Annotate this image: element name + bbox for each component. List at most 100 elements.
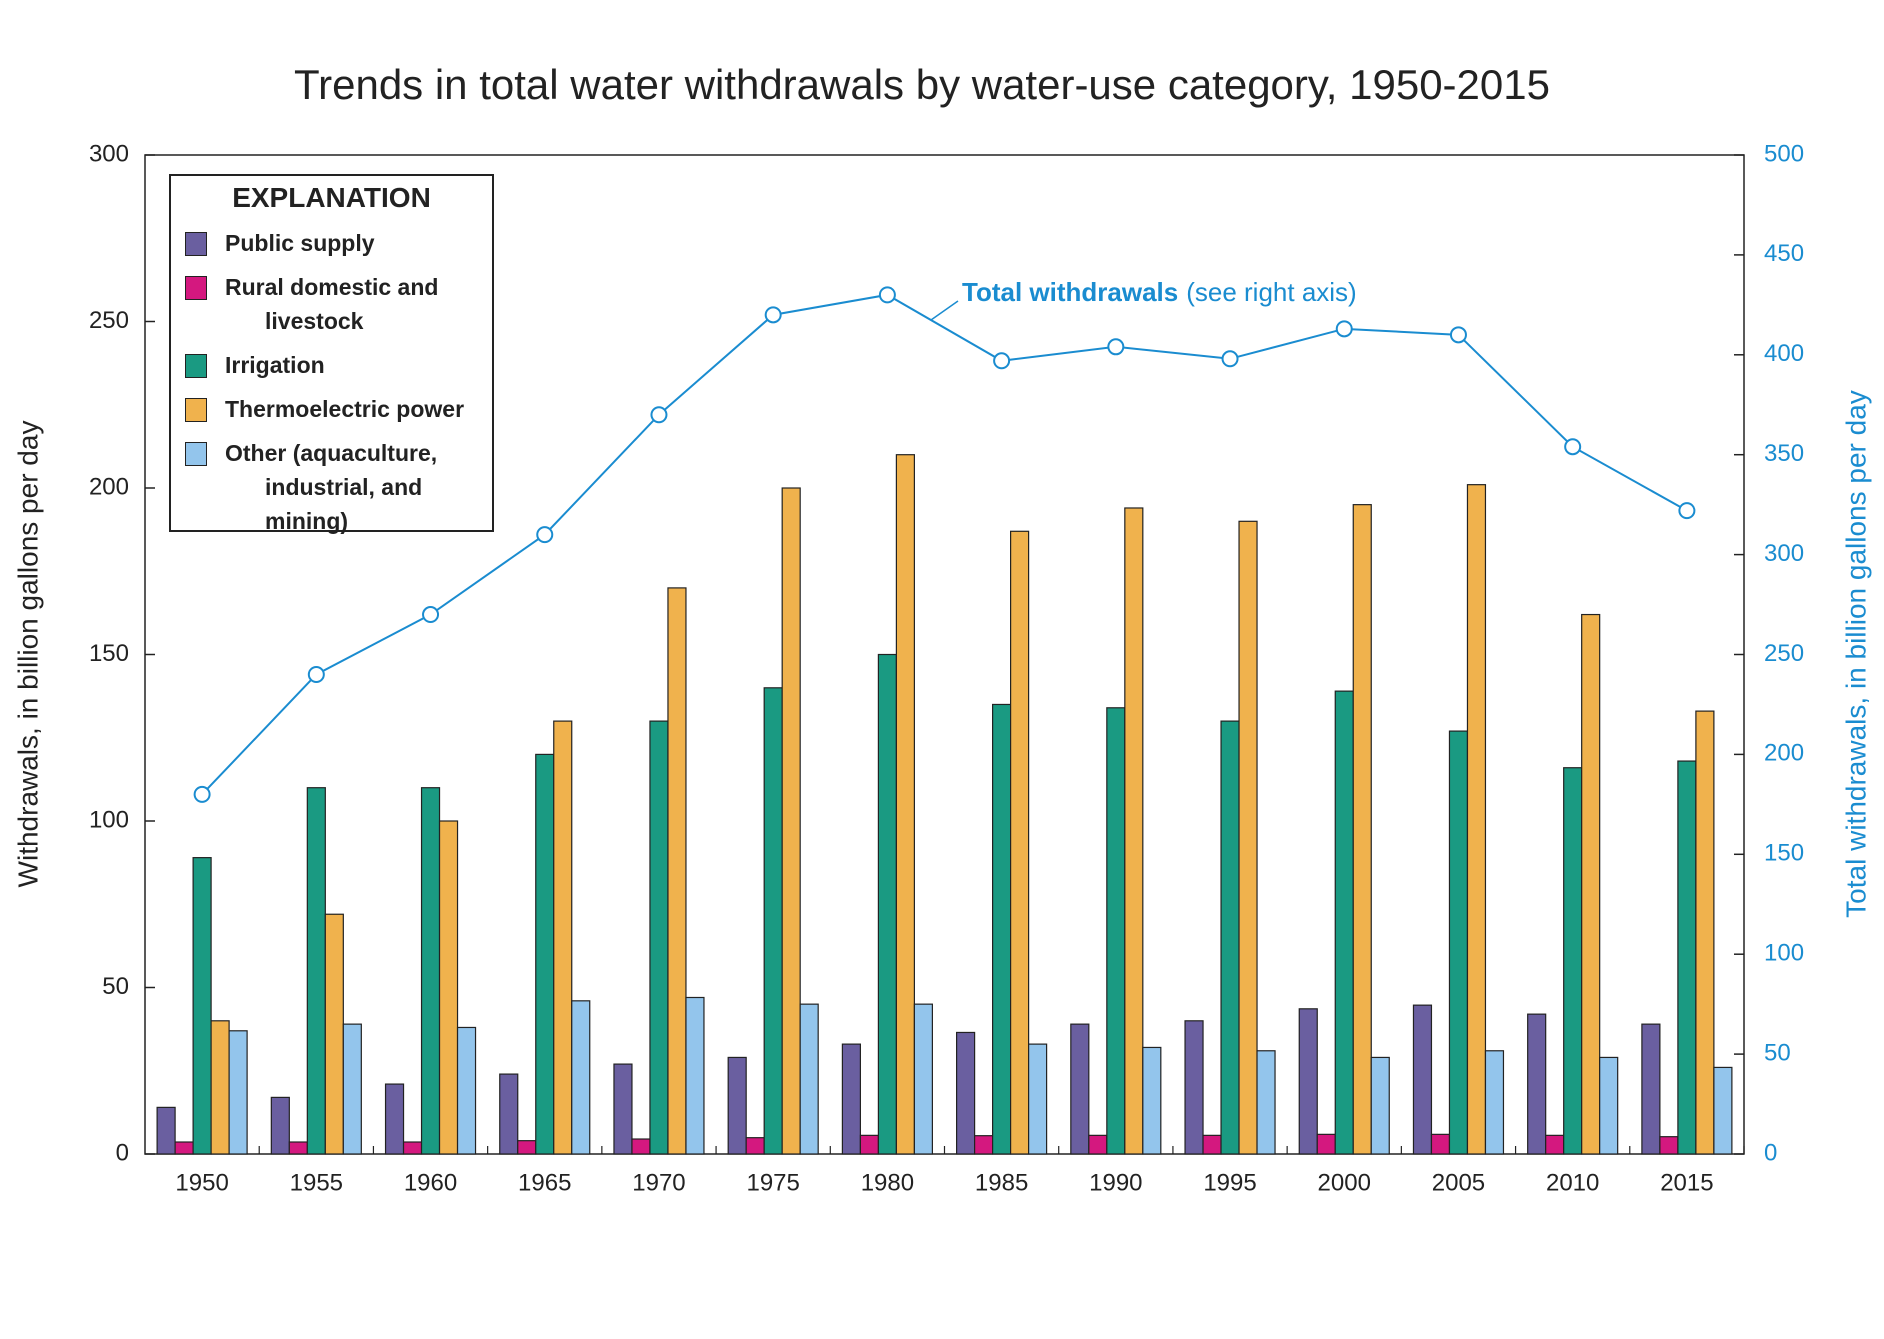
bar bbox=[1256, 1050, 1276, 1155]
bar bbox=[499, 1073, 519, 1155]
annotation-connector bbox=[930, 300, 959, 321]
x-tick-label: 1980 bbox=[861, 1169, 914, 1196]
bar bbox=[192, 857, 212, 1155]
bar bbox=[402, 1141, 423, 1155]
y-tick-label: 250 bbox=[89, 307, 129, 334]
bar bbox=[1184, 1020, 1204, 1155]
bar bbox=[685, 996, 705, 1155]
total-marker bbox=[1564, 438, 1582, 456]
x-tick-label: 1985 bbox=[975, 1169, 1028, 1196]
total-marker bbox=[1221, 350, 1239, 368]
bar bbox=[456, 1026, 477, 1155]
bar bbox=[384, 1083, 405, 1155]
legend-label: Public supply bbox=[225, 230, 375, 256]
bar bbox=[763, 687, 783, 1155]
annotation-series: Total withdrawals bbox=[962, 277, 1178, 307]
x-tick-label: 1955 bbox=[290, 1169, 343, 1196]
y2-tick-label: 500 bbox=[1764, 140, 1804, 167]
legend-item: Thermoelectric power bbox=[181, 392, 482, 426]
bar bbox=[324, 913, 344, 1155]
bar bbox=[342, 1023, 362, 1155]
y2-tick-label: 100 bbox=[1764, 940, 1804, 967]
y-tick-label: 50 bbox=[102, 973, 129, 1000]
legend-label: Other (aquaculture, industrial, and mini… bbox=[225, 440, 438, 534]
legend-item: Rural domestic and livestock bbox=[181, 270, 482, 338]
x-tick-label: 1950 bbox=[175, 1169, 228, 1196]
bar bbox=[571, 1000, 591, 1155]
total-marker bbox=[764, 306, 782, 324]
bar bbox=[1298, 1008, 1318, 1155]
bar bbox=[1010, 530, 1030, 1155]
bar bbox=[306, 787, 326, 1155]
bar bbox=[1028, 1043, 1048, 1155]
x-tick-label: 2010 bbox=[1546, 1169, 1599, 1196]
bar bbox=[270, 1096, 290, 1155]
bar bbox=[799, 1003, 819, 1155]
bar bbox=[1202, 1134, 1222, 1155]
bar bbox=[1581, 613, 1601, 1155]
bar bbox=[1238, 520, 1258, 1155]
y2-tick-label: 400 bbox=[1764, 340, 1804, 367]
total-marker bbox=[650, 406, 668, 424]
bar bbox=[613, 1063, 633, 1155]
y-tick-label: 0 bbox=[116, 1139, 129, 1166]
x-tick-label: 1995 bbox=[1203, 1169, 1256, 1196]
legend-item: Other (aquaculture, industrial, and mini… bbox=[181, 436, 482, 538]
total-marker bbox=[993, 352, 1011, 370]
legend-label: Rural domestic and livestock bbox=[225, 274, 439, 334]
bar bbox=[877, 653, 897, 1155]
x-tick-label: 1990 bbox=[1089, 1169, 1142, 1196]
legend-title: EXPLANATION bbox=[232, 182, 431, 213]
annotation: Total withdrawals (see right axis) bbox=[962, 277, 1357, 307]
bar bbox=[974, 1135, 994, 1155]
bar bbox=[1088, 1134, 1108, 1155]
bar bbox=[1370, 1056, 1390, 1155]
y-tick-label: 300 bbox=[89, 140, 129, 167]
total-line bbox=[201, 293, 1688, 796]
bar bbox=[859, 1134, 879, 1155]
legend-swatch bbox=[185, 442, 207, 466]
bar bbox=[1563, 767, 1583, 1155]
bar bbox=[517, 1140, 537, 1155]
bar bbox=[1659, 1136, 1679, 1155]
bar bbox=[1545, 1134, 1565, 1155]
y2-axis-label: Total withdrawals, in billion gallons pe… bbox=[1840, 390, 1871, 918]
x-tick-label: 2000 bbox=[1318, 1169, 1371, 1196]
x-tick-label: 1965 bbox=[518, 1169, 571, 1196]
y2-tick-label: 300 bbox=[1764, 540, 1804, 567]
bar bbox=[1352, 504, 1372, 1155]
legend-item: Irrigation bbox=[181, 348, 482, 382]
legend-item: Public supply bbox=[181, 226, 482, 260]
y-tick-label: 100 bbox=[89, 806, 129, 833]
bar bbox=[895, 454, 915, 1155]
legend-swatch bbox=[185, 276, 207, 300]
bar bbox=[992, 703, 1012, 1155]
bar bbox=[210, 1020, 230, 1155]
total-marker bbox=[1678, 502, 1696, 520]
y-axis-label: Withdrawals, in billion gallons per day bbox=[12, 421, 43, 888]
bar bbox=[1527, 1013, 1547, 1155]
bar bbox=[1484, 1050, 1505, 1155]
bar bbox=[1412, 1004, 1433, 1155]
total-marker bbox=[536, 526, 554, 544]
legend-label: Thermoelectric power bbox=[225, 396, 465, 422]
y2-tick-label: 150 bbox=[1764, 840, 1804, 867]
bar bbox=[1220, 720, 1240, 1155]
bar bbox=[1677, 760, 1697, 1155]
legend-swatch bbox=[185, 354, 207, 378]
bar bbox=[781, 487, 801, 1155]
bar bbox=[156, 1106, 176, 1155]
bar bbox=[667, 587, 687, 1155]
total-marker bbox=[878, 286, 896, 304]
y2-tick-label: 50 bbox=[1764, 1039, 1791, 1066]
bar bbox=[1316, 1133, 1336, 1155]
bar bbox=[1599, 1056, 1619, 1155]
bar bbox=[535, 753, 555, 1155]
total-marker bbox=[422, 606, 440, 624]
bar bbox=[913, 1003, 933, 1155]
x-tick-label: 1960 bbox=[404, 1169, 457, 1196]
bar bbox=[727, 1056, 747, 1155]
bar bbox=[1641, 1023, 1661, 1155]
bar bbox=[1334, 690, 1354, 1155]
bar bbox=[649, 720, 669, 1155]
